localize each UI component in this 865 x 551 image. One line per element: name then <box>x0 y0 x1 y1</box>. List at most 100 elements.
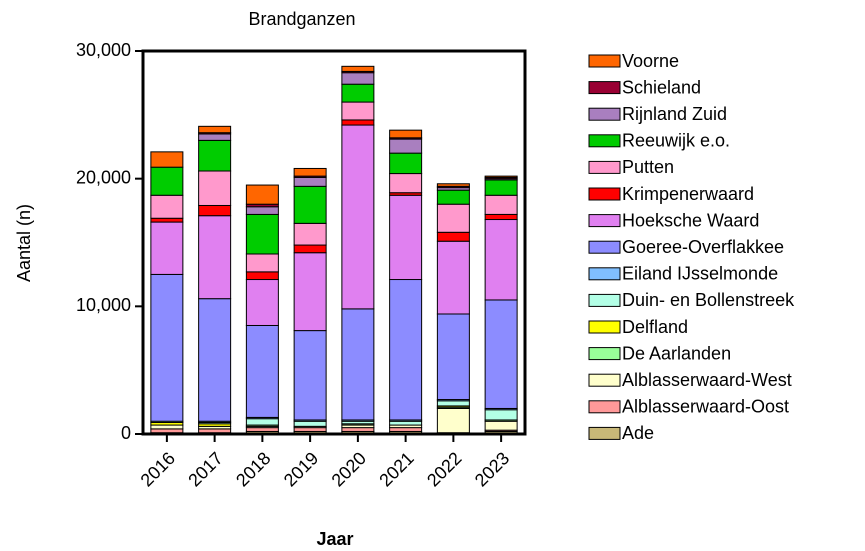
bar-segment <box>245 279 279 326</box>
bar-segment <box>389 427 423 432</box>
bar-segment <box>436 189 470 205</box>
bar-segment <box>150 217 184 223</box>
legend-label: Voorne <box>622 51 679 71</box>
bar-segment <box>341 119 375 126</box>
x-tick-label: 2016 <box>137 448 179 490</box>
bar-segment <box>436 183 470 187</box>
legend-label: Delfland <box>622 317 688 337</box>
bar-segment <box>245 427 279 432</box>
x-tick-label: 2023 <box>471 448 513 490</box>
chart-title: Brandganzen <box>248 9 355 29</box>
plot-frame <box>141 49 527 436</box>
legend-label: De Aarlanden <box>622 343 731 363</box>
bar-segment <box>389 194 423 281</box>
bar-segment <box>150 428 184 434</box>
bar-segment <box>389 138 423 154</box>
legend-swatch <box>588 240 621 254</box>
legend-label: Duin- en Bollenstreek <box>622 290 795 310</box>
x-tick-label: 2018 <box>232 448 274 490</box>
bar-segment <box>198 170 232 206</box>
bar-segment <box>293 176 327 187</box>
x-tick-label: 2020 <box>328 448 370 490</box>
bar-segment <box>245 271 279 281</box>
bar-segment <box>484 194 518 215</box>
bar-segment <box>389 279 423 421</box>
bar-segment <box>389 420 423 426</box>
bar-segment <box>245 206 279 215</box>
bar-segment <box>198 215 232 300</box>
bar-segment <box>150 151 184 168</box>
bar-segment <box>198 139 232 172</box>
legend-swatch <box>588 267 621 281</box>
x-tick-label: 2017 <box>184 448 226 490</box>
y-tick-label: 0 <box>121 423 131 443</box>
legend-label: Hoeksche Waard <box>622 210 759 230</box>
bar-segment <box>293 420 327 427</box>
x-tick-label: 2022 <box>423 448 465 490</box>
bar-segment <box>198 298 232 422</box>
legend-label: Alblasserwaard-West <box>622 370 792 390</box>
bar-segment <box>341 308 375 421</box>
bar-segment <box>293 244 327 254</box>
legend-swatch <box>588 54 621 68</box>
bar-segment <box>293 427 327 432</box>
legend-swatch <box>588 107 621 121</box>
legend-label: Eiland IJsselmonde <box>622 264 778 284</box>
bar-segment <box>484 179 518 196</box>
bar-segment <box>341 124 375 310</box>
legend-swatch <box>588 373 621 387</box>
bar-segment <box>150 424 184 430</box>
bar-segment <box>484 409 518 421</box>
legend-label: Reeuwijk e.o. <box>622 131 730 151</box>
legend-label: Schieland <box>622 77 701 97</box>
x-axis-title: Jaar <box>316 529 353 549</box>
y-tick-label: 20,000 <box>76 167 131 187</box>
bar-segment <box>293 167 327 177</box>
legend-swatch <box>588 187 621 201</box>
legend-swatch <box>588 214 621 228</box>
bar-segment <box>436 313 470 401</box>
legend-label: Alblasserwaard-Oost <box>622 397 789 417</box>
y-tick-label: 30,000 <box>76 40 131 60</box>
legend-label: Rijnland Zuid <box>622 104 727 124</box>
bar-segment <box>245 213 279 255</box>
bar-segment <box>484 175 518 178</box>
bar-segment <box>293 222 327 246</box>
bar-segment <box>389 152 423 175</box>
bar-segment <box>341 72 375 85</box>
bar-segment <box>484 213 518 221</box>
bar-segment <box>341 101 375 121</box>
bar-segment <box>293 185 327 224</box>
legend-swatch <box>588 320 621 334</box>
legend-swatch <box>588 293 621 307</box>
bar-segment <box>436 231 470 242</box>
bar-segment <box>484 299 518 409</box>
legend-swatch <box>588 160 621 174</box>
bar-segment <box>198 125 232 134</box>
bar-segment <box>245 324 279 418</box>
bar-segment <box>436 240 470 315</box>
legend-swatch <box>588 134 621 148</box>
bar-segment <box>293 252 327 332</box>
legend-label: Putten <box>622 157 674 177</box>
bar-segment <box>150 221 184 275</box>
bar-segment <box>389 129 423 139</box>
bar-segment <box>150 194 184 219</box>
y-tick-label: 10,000 <box>76 295 131 315</box>
legend-swatch <box>588 426 621 440</box>
bar-segment <box>150 166 184 196</box>
bar-segment <box>436 203 470 233</box>
x-tick-label: 2021 <box>375 448 417 490</box>
bar-segment <box>436 407 470 434</box>
y-axis-title: Aantal (n) <box>14 204 34 282</box>
bar-segment <box>245 418 279 426</box>
bar-segment <box>341 427 375 432</box>
bar-segment <box>198 428 232 434</box>
legend-label: Ade <box>622 423 654 443</box>
legend-swatch <box>588 347 621 361</box>
bar-segment <box>484 219 518 301</box>
bar-segment <box>198 204 232 217</box>
x-tick-label: 2019 <box>280 448 322 490</box>
bar-segment <box>389 173 423 194</box>
legend-swatch <box>588 81 621 95</box>
